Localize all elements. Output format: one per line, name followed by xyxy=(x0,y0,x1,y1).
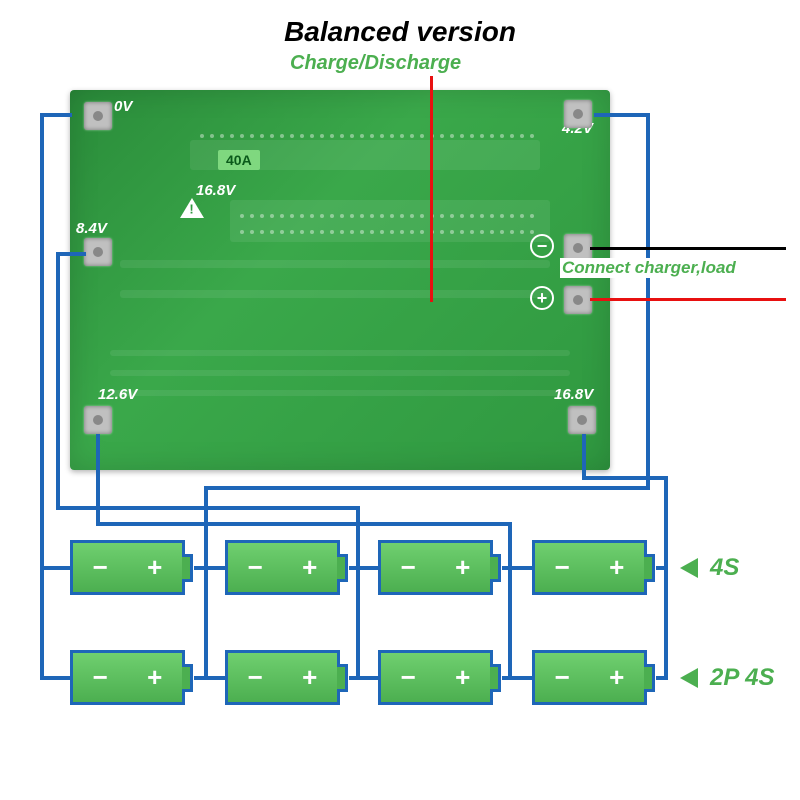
charger-positive-wire xyxy=(590,298,786,301)
current-rating-label: 40A xyxy=(218,150,260,170)
battery-cell: −+ xyxy=(532,540,647,595)
via-row xyxy=(200,134,534,140)
charge-discharge-label: Charge/Discharge xyxy=(290,52,461,75)
pad-8-4v xyxy=(84,238,112,266)
battery-cell: −+ xyxy=(225,540,340,595)
pad-16-8v xyxy=(568,406,596,434)
battery-cell: −+ xyxy=(70,540,185,595)
pcb-voltage-label: 16.8V xyxy=(196,182,235,199)
arrow-left-icon xyxy=(680,558,698,578)
battery-cell: −+ xyxy=(70,650,185,705)
via-row xyxy=(240,214,534,220)
battery-cell: −+ xyxy=(378,540,493,595)
charger-negative-wire xyxy=(590,247,786,250)
pad-output-positive xyxy=(564,286,592,314)
via-row xyxy=(240,230,534,236)
config-label-2p4s: 2P 4S xyxy=(710,664,775,692)
pad-0v xyxy=(84,102,112,130)
diagram-title: Balanced version xyxy=(284,16,516,48)
battery-cell: −+ xyxy=(225,650,340,705)
pad-12-6v xyxy=(84,406,112,434)
arrow-left-icon xyxy=(680,668,698,688)
bms-pcb-board: 40A 16.8V 0V 4.2V 8.4V − + 12.6V 16.8V xyxy=(70,90,610,470)
warning-icon xyxy=(180,198,204,218)
battery-cell: −+ xyxy=(532,650,647,705)
pad-4-2v xyxy=(564,100,592,128)
pad-label-12-6v: 12.6V xyxy=(98,386,137,403)
pad-label-8-4v: 8.4V xyxy=(76,220,107,237)
pad-label-16-8v: 16.8V xyxy=(554,386,593,403)
battery-cell: −+ xyxy=(378,650,493,705)
minus-symbol-icon: − xyxy=(530,234,554,258)
pad-label-0v: 0V xyxy=(114,98,132,115)
config-label-4s: 4S xyxy=(710,554,739,582)
plus-symbol-icon: + xyxy=(530,286,554,310)
connect-charger-label: Connect charger,load xyxy=(560,258,738,278)
